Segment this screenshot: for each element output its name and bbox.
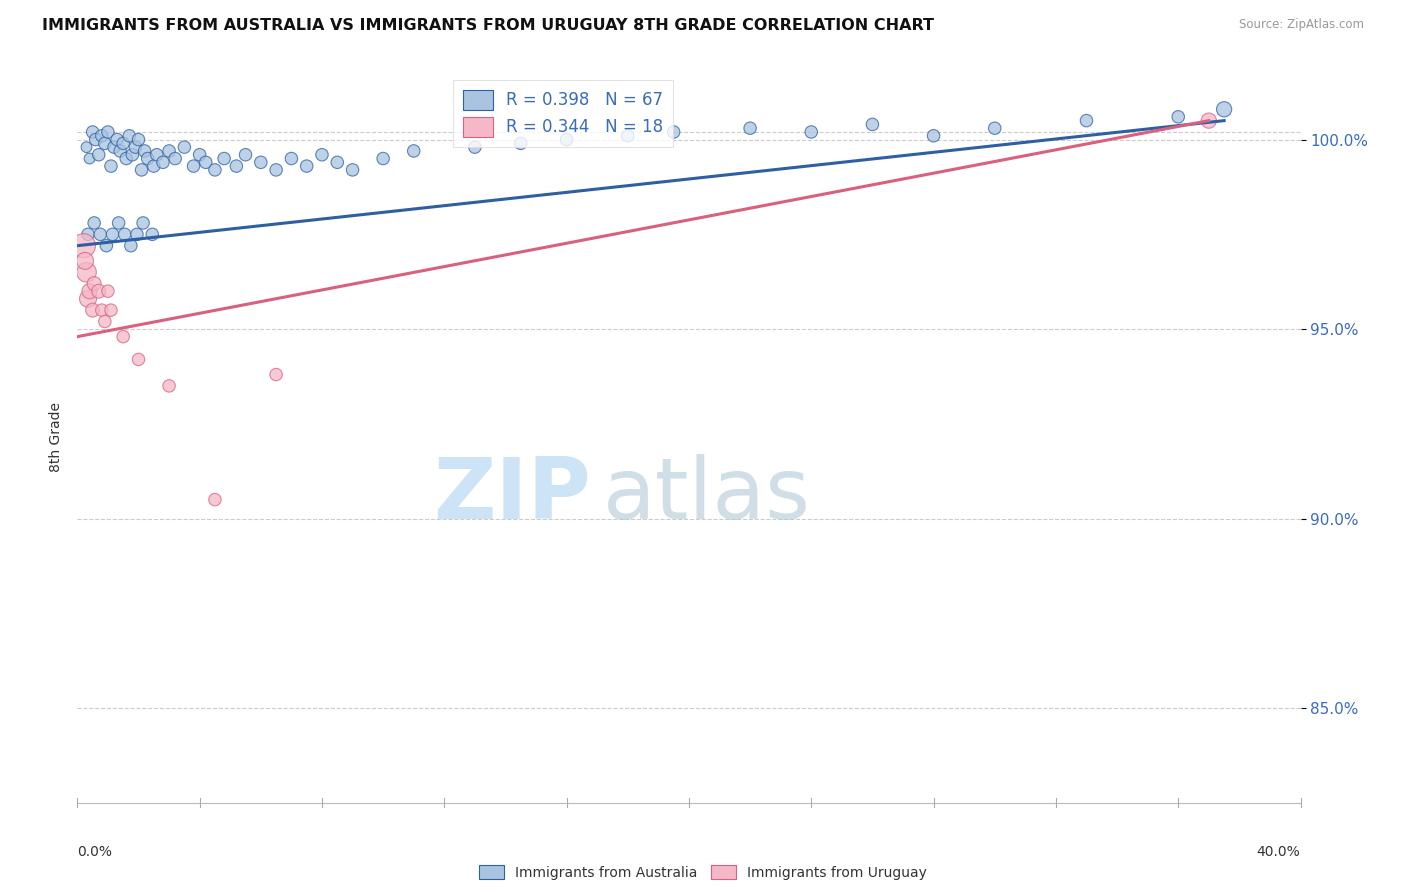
Point — [131, 162, 153, 177]
Point — [97, 284, 120, 298]
Point — [84, 132, 107, 146]
Point — [79, 152, 101, 166]
Point — [295, 159, 318, 173]
Point — [83, 277, 105, 291]
Point — [157, 144, 180, 158]
Point — [141, 227, 163, 242]
Point — [740, 121, 762, 136]
Point — [509, 136, 531, 151]
Point — [94, 314, 117, 328]
Point — [134, 144, 156, 158]
Point — [152, 155, 174, 169]
Point — [103, 140, 125, 154]
Point — [311, 147, 333, 161]
Point — [1198, 113, 1220, 128]
Point — [107, 216, 129, 230]
Point — [146, 147, 169, 161]
Point — [77, 227, 100, 242]
Point — [326, 155, 349, 169]
Point — [371, 152, 394, 166]
Point — [108, 144, 131, 158]
Point — [132, 216, 155, 230]
Point — [97, 125, 120, 139]
Point — [89, 227, 111, 242]
Point — [100, 303, 122, 318]
Point — [157, 379, 180, 393]
Point — [165, 152, 187, 166]
Point — [114, 227, 136, 242]
Point — [264, 368, 287, 382]
Point — [112, 329, 135, 343]
Point — [72, 238, 94, 252]
Point — [173, 140, 195, 154]
Text: 40.0%: 40.0% — [1257, 845, 1301, 859]
Point — [280, 152, 302, 166]
Point — [264, 162, 287, 177]
Point — [984, 121, 1007, 136]
Point — [124, 140, 146, 154]
Point — [77, 292, 100, 306]
Point — [194, 155, 217, 169]
Point — [90, 303, 112, 318]
Point — [183, 159, 205, 173]
Point — [204, 162, 226, 177]
Point — [115, 152, 138, 166]
Point — [342, 162, 364, 177]
Point — [225, 159, 247, 173]
Point — [105, 132, 128, 146]
Point — [1167, 110, 1189, 124]
Text: Source: ZipAtlas.com: Source: ZipAtlas.com — [1239, 18, 1364, 31]
Point — [142, 159, 165, 173]
Point — [662, 125, 685, 139]
Point — [90, 128, 112, 143]
Point — [1076, 113, 1098, 128]
Point — [120, 238, 142, 252]
Point — [76, 265, 98, 279]
Point — [100, 159, 122, 173]
Point — [112, 136, 135, 151]
Point — [250, 155, 273, 169]
Legend: Immigrants from Australia, Immigrants from Uruguay: Immigrants from Australia, Immigrants fr… — [474, 859, 932, 885]
Point — [94, 136, 117, 151]
Point — [212, 152, 235, 166]
Point — [73, 253, 96, 268]
Text: atlas: atlas — [603, 454, 811, 537]
Point — [79, 284, 101, 298]
Point — [188, 147, 211, 161]
Point — [96, 238, 118, 252]
Point — [127, 352, 149, 367]
Point — [464, 140, 486, 154]
Point — [800, 125, 823, 139]
Point — [101, 227, 124, 242]
Y-axis label: 8th Grade: 8th Grade — [49, 402, 63, 472]
Point — [82, 303, 104, 318]
Text: 0.0%: 0.0% — [77, 845, 112, 859]
Point — [83, 216, 105, 230]
Point — [118, 128, 141, 143]
Point — [204, 492, 226, 507]
Point — [87, 147, 110, 161]
Text: ZIP: ZIP — [433, 454, 591, 537]
Point — [402, 144, 425, 158]
Point — [125, 227, 148, 242]
Point — [121, 147, 143, 161]
Point — [1213, 102, 1236, 116]
Point — [76, 140, 98, 154]
Point — [235, 147, 257, 161]
Point — [922, 128, 945, 143]
Point — [617, 128, 640, 143]
Legend: R = 0.398   N = 67, R = 0.344   N = 18: R = 0.398 N = 67, R = 0.344 N = 18 — [453, 79, 673, 147]
Point — [555, 132, 578, 146]
Point — [82, 125, 104, 139]
Text: IMMIGRANTS FROM AUSTRALIA VS IMMIGRANTS FROM URUGUAY 8TH GRADE CORRELATION CHART: IMMIGRANTS FROM AUSTRALIA VS IMMIGRANTS … — [42, 18, 934, 33]
Point — [127, 132, 149, 146]
Point — [136, 152, 159, 166]
Point — [862, 117, 884, 131]
Point — [87, 284, 110, 298]
